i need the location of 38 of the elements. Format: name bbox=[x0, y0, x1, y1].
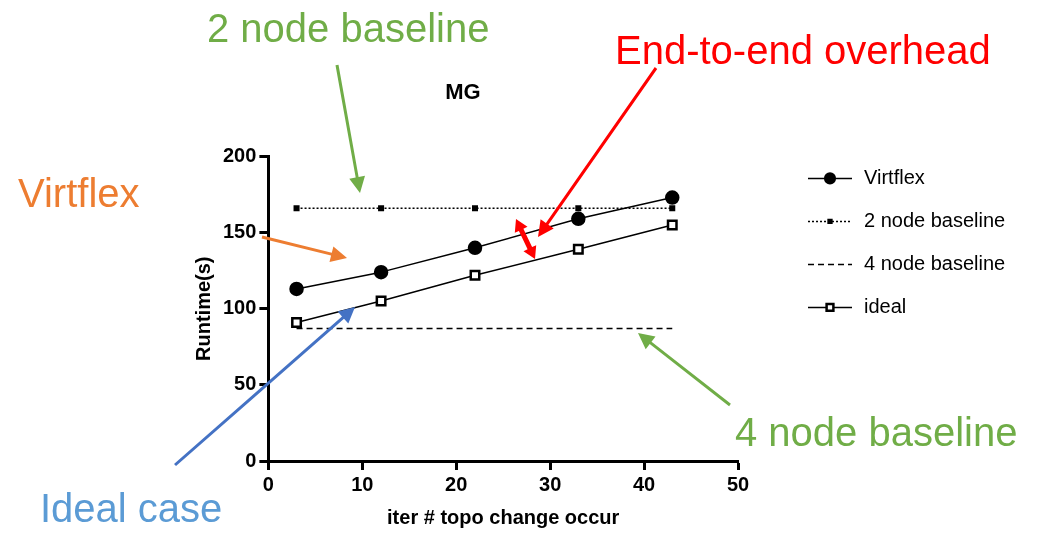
point bbox=[665, 190, 680, 205]
annotation: 4 node baseline bbox=[735, 410, 1018, 454]
point bbox=[373, 264, 389, 280]
y-tick-label: 50 bbox=[234, 372, 257, 395]
text: Ideal case bbox=[40, 486, 223, 530]
x-tick-label: 20 bbox=[445, 472, 468, 495]
point bbox=[375, 295, 387, 307]
point bbox=[293, 205, 300, 212]
point bbox=[378, 205, 385, 212]
point bbox=[575, 205, 582, 212]
point bbox=[666, 219, 678, 231]
chart-title: MG bbox=[445, 79, 481, 105]
x-tick-label: 50 bbox=[726, 472, 750, 495]
legend-label: 4 node baseline bbox=[864, 251, 1006, 274]
x-tick-label: 40 bbox=[632, 472, 656, 495]
text: 2 node baseline bbox=[207, 6, 490, 50]
y-tick-label: 150 bbox=[222, 220, 257, 243]
legend-label: Virtflex bbox=[864, 165, 925, 188]
point bbox=[291, 316, 303, 328]
x-axis-title: iter # topo change occur bbox=[387, 505, 620, 528]
point bbox=[571, 211, 586, 227]
legend-label: 2 node baseline bbox=[864, 208, 1006, 231]
point bbox=[289, 281, 304, 297]
y-tick-label: 100 bbox=[222, 296, 257, 319]
point bbox=[467, 240, 483, 256]
x-tick-label: 0 bbox=[262, 472, 274, 495]
point bbox=[669, 205, 676, 212]
y-tick-label: 200 bbox=[222, 143, 257, 166]
text: End-to-end overhead bbox=[615, 28, 991, 72]
point bbox=[469, 269, 481, 281]
y-tick-label: 0 bbox=[245, 448, 257, 471]
x-tick-label: 10 bbox=[351, 472, 374, 495]
point bbox=[572, 243, 584, 255]
y-axis-title: Runtime(s) bbox=[191, 256, 214, 361]
legend-label: ideal bbox=[864, 294, 907, 317]
text: Virtflex bbox=[18, 171, 140, 215]
x-tick-label: 30 bbox=[539, 472, 562, 495]
point bbox=[471, 205, 479, 212]
